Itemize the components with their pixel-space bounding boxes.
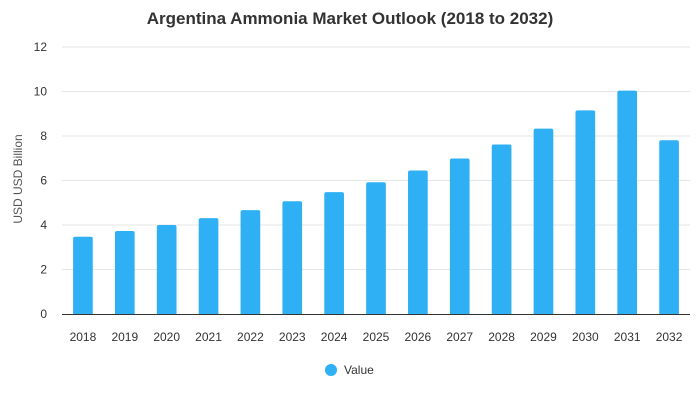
x-tick-label: 2027: [446, 330, 473, 344]
legend-label: Value: [344, 363, 374, 377]
bar-2030[interactable]: [575, 110, 596, 314]
x-tick-label: 2024: [321, 330, 348, 344]
bar-2028[interactable]: [491, 144, 512, 314]
bar-2029[interactable]: [533, 128, 554, 314]
y-tick-label: 10: [34, 85, 48, 99]
x-tick-label: 2022: [237, 330, 264, 344]
y-axis-label: USD USD Billion: [11, 134, 25, 223]
x-tick-label: 2028: [488, 330, 515, 344]
x-tick-label: 2030: [572, 330, 599, 344]
bar-2032[interactable]: [659, 140, 679, 314]
x-tick-label: 2023: [279, 330, 306, 344]
x-tick-label: 2021: [195, 330, 222, 344]
legend[interactable]: Value: [325, 363, 374, 377]
y-tick-label: 2: [40, 263, 47, 277]
x-axis-ticks: 2018 2019 2020 2021 2022 2023 2024 2025 2026 2027…: [70, 330, 683, 344]
x-tick-label: 2018: [70, 330, 97, 344]
x-tick-label: 2020: [153, 330, 180, 344]
x-tick-label: 2026: [405, 330, 432, 344]
y-tick-label: 8: [40, 129, 47, 143]
y-axis-ticks: 0 2 4 6 8 10 12: [34, 40, 48, 321]
bar-2023[interactable]: [282, 201, 303, 314]
y-tick-label: 4: [40, 218, 47, 232]
legend-marker: [325, 364, 337, 376]
bar-2027[interactable]: [449, 158, 470, 314]
y-tick-label: 6: [40, 174, 47, 188]
bar-2024[interactable]: [324, 192, 344, 314]
x-tick-label: 2019: [111, 330, 138, 344]
x-tick-label: 2032: [656, 330, 683, 344]
bar-2025[interactable]: [366, 182, 386, 314]
x-tick-label: 2025: [363, 330, 390, 344]
bar-2020[interactable]: [156, 225, 177, 314]
bar-2026[interactable]: [408, 170, 428, 314]
bar-2019[interactable]: [114, 231, 135, 314]
bar-2018[interactable]: [73, 236, 93, 314]
x-tick-label: 2031: [614, 330, 641, 344]
bar-2031[interactable]: [617, 90, 638, 314]
bar-2022[interactable]: [240, 210, 261, 314]
chart-title: Argentina Ammonia Market Outlook (2018 t…: [147, 9, 554, 28]
y-tick-label: 12: [34, 40, 48, 54]
x-tick-label: 2029: [530, 330, 557, 344]
bars: [73, 90, 679, 314]
y-tick-label: 0: [40, 307, 47, 321]
bar-2021[interactable]: [198, 218, 219, 314]
